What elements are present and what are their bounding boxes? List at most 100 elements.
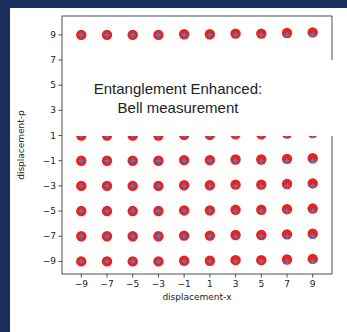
point — [156, 158, 161, 163]
annotation: Entanglement Enhanced: — [94, 80, 262, 97]
point — [102, 206, 112, 216]
point — [105, 158, 110, 163]
point — [153, 181, 163, 191]
y-tick-label: −7 — [43, 231, 56, 241]
point — [205, 29, 215, 39]
point — [285, 209, 290, 214]
point — [282, 229, 292, 239]
point — [105, 32, 110, 37]
point — [156, 32, 161, 37]
x-tick-label: −3 — [152, 279, 165, 289]
point — [130, 32, 135, 37]
point — [179, 205, 189, 215]
point — [259, 209, 264, 214]
point — [153, 156, 163, 166]
point — [76, 156, 86, 166]
point — [310, 259, 315, 264]
point — [282, 254, 292, 264]
point — [179, 29, 189, 39]
point — [128, 256, 138, 266]
figure-background — [10, 8, 347, 332]
point — [182, 234, 187, 239]
chart: −9−7−5−3−113579−9−7−5−3−113579displaceme… — [0, 0, 347, 332]
annotation-box — [64, 60, 347, 136]
point — [128, 181, 138, 191]
y-tick-label: 5 — [50, 80, 56, 90]
annotation: Bell measurement — [118, 99, 240, 116]
point — [205, 155, 215, 165]
point — [156, 183, 161, 188]
point — [259, 158, 264, 163]
point — [102, 231, 112, 241]
point — [285, 32, 290, 37]
point — [259, 234, 264, 239]
point — [105, 234, 110, 239]
point — [285, 158, 290, 163]
y-tick — [59, 135, 63, 136]
x-tick-label: 7 — [284, 279, 290, 289]
y-tick — [59, 211, 63, 212]
point — [230, 179, 240, 189]
point — [130, 234, 135, 239]
y-tick — [59, 160, 63, 161]
x-tick-label: −5 — [126, 279, 139, 289]
point — [282, 179, 292, 189]
point — [102, 156, 112, 166]
point — [179, 180, 189, 190]
point — [76, 256, 86, 266]
point — [205, 180, 215, 190]
plot-frame — [62, 16, 332, 274]
x-tick — [209, 274, 210, 278]
x-tick — [107, 274, 108, 278]
point — [128, 231, 138, 241]
point — [233, 158, 238, 163]
point — [105, 209, 110, 214]
x-tick — [261, 274, 262, 278]
point — [79, 183, 84, 188]
point — [308, 178, 318, 188]
x-tick-label: 3 — [233, 279, 239, 289]
x-tick-label: 1 — [207, 279, 213, 289]
point — [153, 30, 163, 40]
point — [233, 234, 238, 239]
y-tick — [59, 60, 63, 61]
point — [182, 209, 187, 214]
x-tick-label: 5 — [258, 279, 264, 289]
x-tick-label: −9 — [75, 279, 89, 289]
x-tick-label: −1 — [178, 279, 191, 289]
y-tick — [59, 34, 63, 35]
point — [130, 259, 135, 264]
point — [308, 229, 318, 239]
point — [310, 234, 315, 239]
point — [230, 230, 240, 240]
y-tick-label: 7 — [50, 55, 56, 65]
y-tick-label: −3 — [43, 181, 56, 191]
point — [230, 28, 240, 38]
point — [310, 32, 315, 37]
y-tick-label: 9 — [50, 30, 56, 40]
point — [102, 181, 112, 191]
point — [207, 234, 212, 239]
point — [207, 183, 212, 188]
x-tick — [158, 274, 159, 278]
point — [207, 32, 212, 37]
x-tick — [132, 274, 133, 278]
point — [130, 183, 135, 188]
point — [79, 234, 84, 239]
point — [182, 158, 187, 163]
point — [179, 155, 189, 165]
y-tick — [59, 236, 63, 237]
point — [105, 183, 110, 188]
point — [205, 205, 215, 215]
point — [182, 32, 187, 37]
point — [207, 209, 212, 214]
y-tick-label: −5 — [43, 206, 56, 216]
y-tick — [59, 261, 63, 262]
point — [256, 154, 266, 164]
point — [230, 154, 240, 164]
point — [130, 209, 135, 214]
point — [308, 254, 318, 264]
point — [308, 203, 318, 213]
point — [256, 255, 266, 265]
x-tick-label: 9 — [310, 279, 316, 289]
